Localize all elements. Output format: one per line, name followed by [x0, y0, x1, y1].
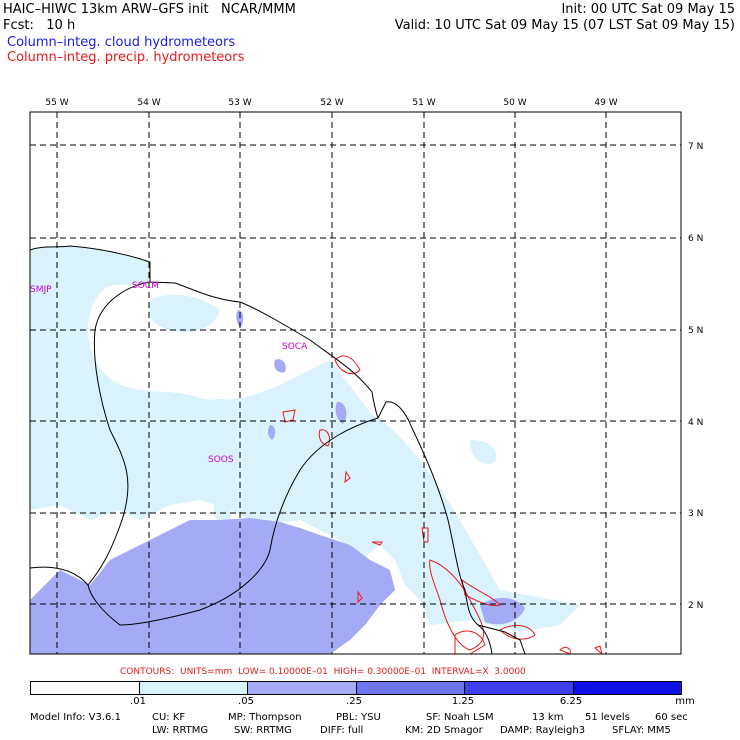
model-info-damp: DAMP: Rayleigh3: [500, 725, 586, 736]
station-label: SOCM: [132, 281, 159, 291]
colorbar-unit: mm: [675, 696, 695, 707]
lon-label: 55 W: [45, 98, 68, 108]
model-info-cu: CU: KF: [152, 712, 186, 723]
legend-cloud-hydrometeors: Column–integ. cloud hydrometeors: [7, 35, 236, 50]
lon-label: 49 W: [594, 98, 617, 108]
model-info-diff: DIFF: full: [320, 725, 364, 736]
colorbar: [30, 681, 682, 695]
model-info-km: KM: 2D Smagor: [405, 725, 483, 736]
lat-label: 5 N: [688, 326, 703, 336]
colorbar-segment: [138, 682, 247, 694]
model-info-levels: 51 levels: [585, 712, 630, 723]
colorbar-segment: [247, 682, 356, 694]
lon-label: 53 W: [228, 98, 251, 108]
map-frame: [29, 111, 682, 655]
lat-label: 3 N: [688, 509, 703, 519]
longitude-labels: 55 W 54 W 53 W 52 W 51 W 50 W 49 W: [45, 98, 617, 108]
lat-label: 7 N: [688, 142, 703, 152]
lon-label: 51 W: [412, 98, 435, 108]
plot-title: HAIC–HIWC 13km ARW–GFS init NCAR/MMM: [3, 2, 296, 17]
model-info-resolution: 13 km: [532, 712, 564, 723]
station-label: SOCA: [282, 342, 308, 352]
colorbar-label: .05: [238, 696, 254, 707]
cloud-field-medium: [30, 310, 525, 654]
model-info-sflay: SFLAY: MM5: [612, 725, 671, 736]
contours-info: CONTOURS: UNITS=mm LOW= 0.10000E–01 HIGH…: [120, 667, 526, 677]
colorbar-label: 1.25: [451, 696, 475, 707]
legend-precip-hydrometeors: Column–integ. precip. hydrometeors: [7, 50, 245, 65]
cloud-field-light: [30, 245, 580, 632]
station-labels: SMJP SOCM SOCA SOOS: [30, 281, 308, 465]
model-info-sw: SW: RRTMG: [234, 725, 292, 736]
model-info-lw: LW: RRTMG: [152, 725, 209, 736]
station-label: SMJP: [30, 285, 52, 295]
colorbar-segment: [355, 682, 464, 694]
lon-label: 50 W: [503, 98, 526, 108]
lat-lon-grid: [30, 112, 681, 654]
colorbar-label: .25: [346, 696, 362, 707]
station-label: SOOS: [208, 455, 234, 465]
precip-contours: [282, 355, 603, 654]
colorbar-segment: [31, 682, 139, 694]
colorbar-label: .01: [130, 696, 146, 707]
coastline-and-borders: [30, 245, 526, 654]
model-info-version: Model Info: V3.6.1: [30, 712, 121, 723]
model-info-sf: SF: Noah LSM: [426, 712, 494, 723]
latitude-labels: 7 N 6 N 5 N 4 N 3 N 2 N: [688, 142, 703, 611]
init-time: Init: 00 UTC Sat 09 May 15: [561, 2, 735, 17]
model-info-timestep: 60 sec: [655, 712, 688, 723]
model-info-mp: MP: Thompson: [228, 712, 302, 723]
lat-label: 4 N: [688, 418, 703, 428]
colorbar-label: 6.25: [559, 696, 583, 707]
model-info-pbl: PBL: YSU: [336, 712, 381, 723]
lat-label: 2 N: [688, 601, 703, 611]
colorbar-segment: [464, 682, 573, 694]
lon-label: 54 W: [137, 98, 160, 108]
lon-label: 52 W: [320, 98, 343, 108]
forecast-hour: Fcst: 10 h: [3, 18, 76, 33]
valid-time: Valid: 10 UTC Sat 09 May 15 (07 LST Sat …: [394, 18, 735, 33]
colorbar-segment: [572, 682, 681, 694]
lat-label: 6 N: [688, 234, 703, 244]
